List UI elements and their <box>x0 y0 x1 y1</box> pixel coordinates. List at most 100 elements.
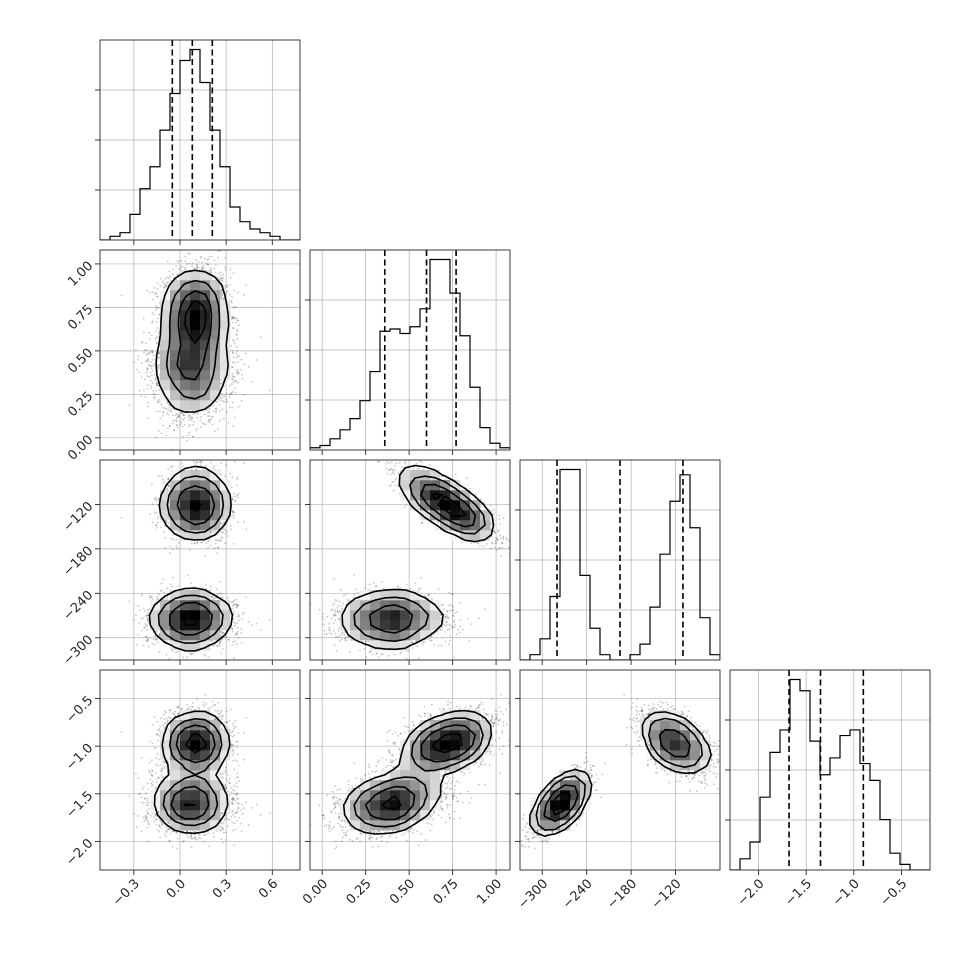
sample-point <box>269 618 271 621</box>
density-cell <box>180 720 191 731</box>
density-cell <box>150 610 161 621</box>
sample-point <box>520 844 523 847</box>
sample-point <box>166 276 168 278</box>
sample-point <box>403 731 406 734</box>
sample-point <box>221 292 224 295</box>
sample-point <box>681 713 684 715</box>
sample-point <box>707 735 710 737</box>
sample-point <box>453 789 456 791</box>
sample-point <box>355 777 358 780</box>
sample-point <box>148 595 151 597</box>
sample-point <box>157 384 160 387</box>
sample-point <box>482 760 484 762</box>
contour-level-0 <box>183 732 207 807</box>
density-cell <box>430 720 441 731</box>
sample-point <box>180 412 183 415</box>
density-cell <box>170 490 181 501</box>
sample-point <box>334 806 337 809</box>
sample-point <box>156 527 158 529</box>
density-cell <box>660 750 671 761</box>
contour-level-3 <box>342 709 493 835</box>
sample-point <box>163 286 166 289</box>
sample-point <box>231 406 234 409</box>
sample-point <box>632 717 635 719</box>
sample-point <box>498 547 501 549</box>
sample-point <box>332 604 334 606</box>
panel-content <box>100 460 300 660</box>
density-cell <box>420 810 431 821</box>
sample-point <box>196 411 199 414</box>
sample-point <box>193 421 195 424</box>
density-cell <box>220 350 231 361</box>
sample-point <box>348 599 351 602</box>
sample-point <box>415 645 417 648</box>
sample-point <box>484 712 486 715</box>
sample-point <box>120 730 123 733</box>
sample-point <box>501 732 504 735</box>
sample-point <box>425 595 428 598</box>
sample-point <box>213 430 216 432</box>
sample-point <box>234 321 237 323</box>
sample-point <box>163 713 165 716</box>
sample-point <box>169 424 171 427</box>
sample-point <box>147 640 150 643</box>
sample-point <box>234 828 237 831</box>
sample-point <box>148 364 151 367</box>
sample-point <box>163 767 166 770</box>
sample-point <box>221 596 224 599</box>
sample-point <box>490 535 493 538</box>
sample-point <box>641 706 643 709</box>
sample-point <box>333 602 336 605</box>
sample-point <box>643 715 646 717</box>
sample-point <box>198 833 201 836</box>
sample-point <box>161 280 164 283</box>
sample-point <box>233 340 235 343</box>
contour-level-0 <box>381 732 463 811</box>
sample-point <box>344 637 347 640</box>
density-cell <box>480 740 491 751</box>
sample-point <box>570 764 573 767</box>
sample-point <box>142 607 145 610</box>
sample-point <box>140 395 143 398</box>
density-cell <box>160 730 171 741</box>
sample-point <box>683 705 686 708</box>
sample-point <box>351 785 354 787</box>
sample-point <box>157 641 159 644</box>
sample-point <box>682 713 685 716</box>
sample-point <box>147 812 149 815</box>
density-cell <box>410 500 421 511</box>
sample-point <box>158 430 161 432</box>
sample-point <box>676 772 678 775</box>
sample-point <box>194 837 197 839</box>
sample-point <box>223 785 226 788</box>
sample-point <box>231 425 234 427</box>
sample-point <box>505 723 508 726</box>
sample-point <box>369 837 371 840</box>
sample-point <box>237 806 240 809</box>
density-cell <box>200 270 211 281</box>
sample-point <box>166 587 169 590</box>
sample-point <box>218 642 221 645</box>
density-cell <box>160 340 171 351</box>
density-cell <box>200 790 211 801</box>
sample-point <box>394 469 396 471</box>
sample-point <box>551 830 554 833</box>
sample-point <box>371 846 374 848</box>
density-cell <box>350 820 361 831</box>
sample-point <box>376 652 378 655</box>
density-cell <box>340 800 351 811</box>
sample-point <box>158 313 161 316</box>
sample-point <box>687 777 690 780</box>
density-cell <box>470 750 481 761</box>
sample-point <box>164 407 166 409</box>
sample-point <box>420 715 422 718</box>
sample-point <box>321 814 324 817</box>
sample-point <box>236 819 238 822</box>
density-cell <box>200 340 211 351</box>
sample-point <box>336 607 339 609</box>
sample-point <box>494 532 497 534</box>
density-cell <box>350 810 361 821</box>
density-cell <box>430 790 441 801</box>
sample-point <box>220 593 223 596</box>
density-cell <box>380 620 391 631</box>
